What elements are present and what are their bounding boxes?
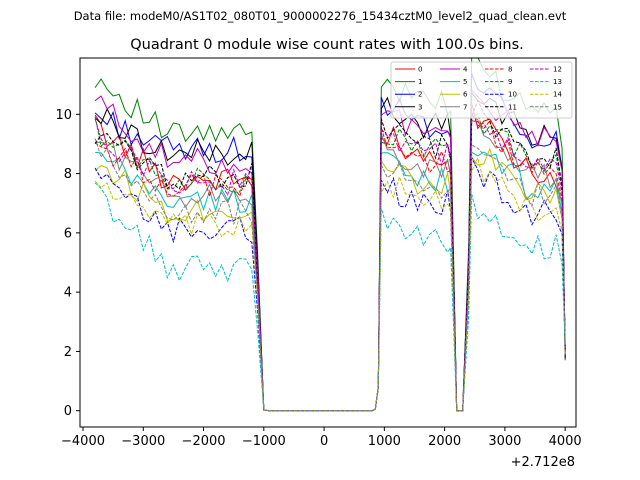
legend-label-1: 1 <box>418 78 422 86</box>
series-line-0 <box>94 102 566 412</box>
legend-label-8: 8 <box>508 66 512 74</box>
series-line-10 <box>94 157 566 412</box>
legend-label-13: 13 <box>553 78 562 86</box>
series-layer <box>94 58 566 412</box>
legend-label-4: 4 <box>463 66 468 74</box>
y-tick-label: 10 <box>55 108 72 123</box>
legend-label-12: 12 <box>553 66 562 74</box>
legend-label-15: 15 <box>553 103 562 111</box>
x-axis: −4000 −3000 −2000 −1000 0 1000 2000 3000 4000 <box>61 427 582 449</box>
legend-label-14: 14 <box>553 91 562 99</box>
series-line-14 <box>94 156 566 412</box>
x-tick-label: −1000 <box>242 434 286 449</box>
legend-label-0: 0 <box>418 66 422 74</box>
x-axis-offset-label: +2.712e8 <box>511 455 575 470</box>
legend-label-3: 3 <box>418 103 422 111</box>
y-tick-label: 6 <box>64 226 72 241</box>
legend-label-6: 6 <box>463 91 468 99</box>
series-line-15 <box>94 138 566 412</box>
chart-title: Quadrant 0 module wise count rates with … <box>130 37 524 53</box>
series-line-2 <box>94 73 566 412</box>
x-tick-label: −2000 <box>182 434 226 449</box>
y-tick-label: 0 <box>64 404 72 419</box>
y-tick-label: 8 <box>64 167 72 182</box>
series-line-12 <box>94 111 566 412</box>
x-tick-label: 3000 <box>488 434 521 449</box>
y-tick-label: 4 <box>64 286 72 301</box>
legend-label-9: 9 <box>508 78 512 86</box>
x-tick-label: 0 <box>320 434 328 449</box>
legend-box <box>390 61 573 119</box>
series-line-13 <box>94 182 566 412</box>
legend-label-11: 11 <box>508 103 517 111</box>
legend-label-10: 10 <box>508 91 517 99</box>
legend-label-2: 2 <box>418 91 422 99</box>
x-tick-label: 1000 <box>368 434 401 449</box>
y-tick-label: 2 <box>64 345 72 360</box>
series-line-6 <box>94 147 566 412</box>
plot-frame <box>79 57 577 428</box>
x-tick-label: −4000 <box>61 434 105 449</box>
legend-label-5: 5 <box>463 78 467 86</box>
x-tick-label: 4000 <box>549 434 582 449</box>
series-line-3 <box>94 90 566 412</box>
x-tick-label: 2000 <box>428 434 461 449</box>
series-line-11 <box>94 99 566 412</box>
x-tick-label: −3000 <box>121 434 165 449</box>
legend-label-7: 7 <box>463 103 467 111</box>
y-axis: 0 2 4 6 8 10 <box>55 108 80 419</box>
figure-suptitle: Data file: modeM0/AS1T02_080T01_90000022… <box>74 9 567 23</box>
